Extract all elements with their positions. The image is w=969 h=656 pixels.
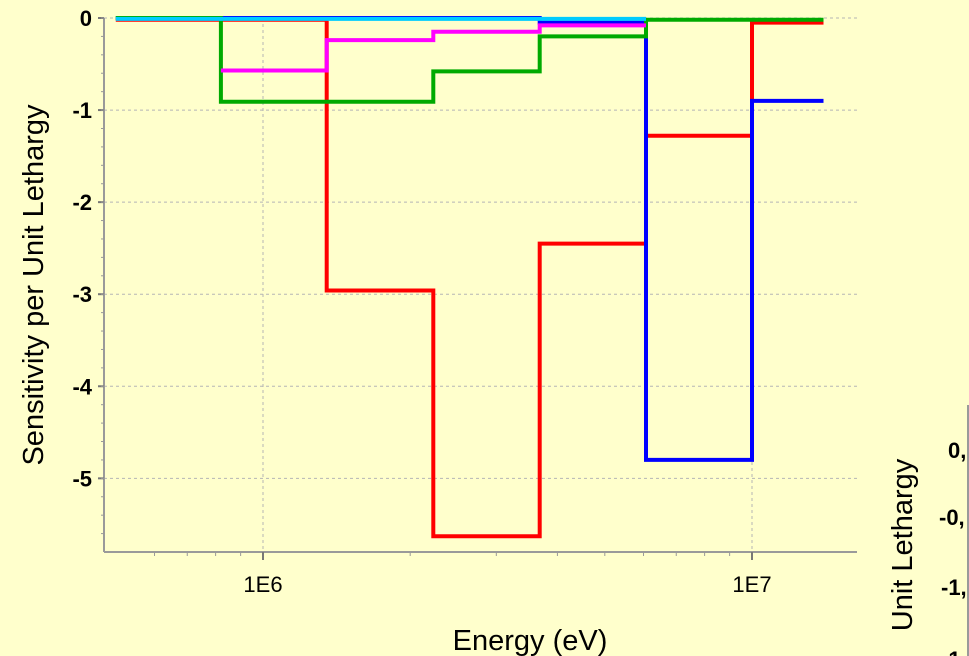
- y-tick-label: -5: [72, 466, 92, 491]
- y-axis-title: Sensitivity per Unit Lethargy: [18, 104, 50, 466]
- y-ticks: 0 -1 -2 -3 -4 -5: [72, 6, 104, 535]
- overlay-plot-edge: [967, 405, 969, 656]
- overlay-tick-label: 0,: [948, 438, 966, 463]
- x-axis-title: Energy (eV): [453, 625, 608, 656]
- series-layer: [115, 16, 824, 539]
- y-tick-label: -4: [72, 374, 92, 399]
- overlay-y-axis-title: Unit Lethargy: [887, 458, 919, 631]
- main-chart: 0 -1 -2 -3 -4 -5 1E6 1E7 Energy (eV) Sensitivi…: [18, 6, 857, 656]
- grid-lines: [104, 17, 857, 552]
- overlay-tick-label: -0,: [939, 505, 965, 530]
- x-tick-label: 1E7: [732, 572, 771, 597]
- x-ticks: 1E6 1E7: [154, 552, 772, 597]
- x-tick-label: 1E6: [243, 572, 282, 597]
- y-tick-label: 0: [80, 6, 92, 31]
- series-step-line-4: [220, 23, 646, 73]
- overlay-tick-label: -1,: [941, 575, 967, 600]
- y-tick-label: -2: [72, 190, 92, 215]
- overlay-chart-panel: Unit Lethargy 0, -0, -1, -1,: [857, 345, 969, 656]
- overlay-tick-label: -1,: [941, 647, 967, 656]
- y-tick-label: -1: [72, 98, 92, 123]
- series-step-line-3: [115, 16, 824, 104]
- y-tick-label: -3: [72, 282, 92, 307]
